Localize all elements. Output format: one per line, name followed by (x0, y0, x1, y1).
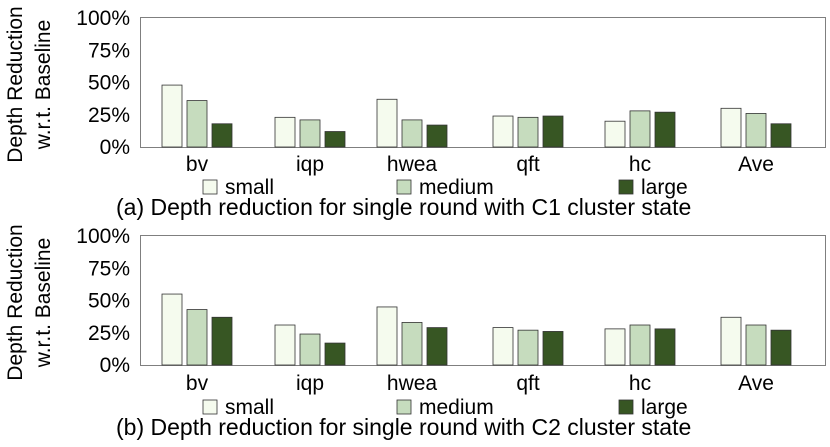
bar-small-hc (604, 328, 626, 366)
bar-large-hc (654, 328, 676, 366)
bar-medium-hwea (401, 322, 423, 366)
category-label: bv (186, 372, 209, 395)
bar-large-iqp (324, 131, 346, 148)
bar-small-iqp (274, 116, 296, 148)
bar-large-hwea (426, 124, 448, 148)
chart-a: 100% 75% 50% 25% 0% Depth Reduction w.r.t. Bas… (4, 6, 792, 220)
legend-swatch-small (202, 179, 218, 195)
bar-medium-iqp (299, 119, 321, 148)
plot-frame-a (140, 17, 826, 148)
bar-large-bv (211, 316, 233, 366)
bar-large-qft (542, 331, 564, 366)
legend-label-small: small (225, 396, 274, 419)
bar-small-Ave (720, 107, 742, 148)
legend-swatch-medium (396, 179, 412, 195)
bar-medium-hwea (401, 119, 423, 148)
legend-label-medium: medium (419, 396, 494, 419)
y-tick-label: 0% (100, 136, 130, 159)
bar-small-bv (161, 84, 183, 148)
y-axis-label-line1: Depth Reduction (4, 224, 27, 380)
y-axis-label-line1: Depth Reduction (4, 6, 27, 162)
legend-swatch-large (618, 399, 634, 415)
legend-swatch-medium (396, 399, 412, 415)
bar-medium-qft (517, 329, 539, 366)
y-tick-label: 100% (76, 7, 130, 30)
bar-medium-qft (517, 116, 539, 148)
bar-medium-hc (629, 324, 651, 366)
category-label: Ave (738, 153, 774, 176)
category-label: iqp (296, 372, 324, 395)
category-label: iqp (296, 153, 324, 176)
bar-large-qft (542, 115, 564, 148)
y-tick-label: 75% (88, 257, 130, 280)
category-label: hwea (387, 153, 438, 176)
bar-large-Ave (770, 123, 792, 148)
y-axis-label-line2: w.r.t. Baseline (32, 238, 55, 369)
y-tick-label: 50% (88, 72, 130, 95)
bar-medium-bv (186, 100, 208, 148)
bar-small-Ave (720, 316, 742, 366)
bar-medium-Ave (745, 113, 767, 148)
y-tick-label: 0% (100, 354, 130, 377)
chart-a-frame (140, 17, 826, 148)
legend-swatch-small (202, 399, 218, 415)
bar-small-hwea (376, 98, 398, 148)
bar-large-hwea (426, 327, 448, 366)
y-tick-label: 25% (88, 104, 130, 127)
bar-small-bv (161, 293, 183, 366)
bar-medium-Ave (745, 324, 767, 366)
bar-medium-iqp (299, 333, 321, 366)
bar-large-bv (211, 123, 233, 148)
chart-b-frame (140, 235, 826, 366)
bar-large-iqp (324, 342, 346, 366)
legend-swatch-large (618, 179, 634, 195)
y-tick-label: 25% (88, 322, 130, 345)
figure-caption: (b) Depth reduction for single round wit… (116, 414, 691, 440)
category-label: hc (629, 153, 651, 176)
y-tick-label: 100% (76, 225, 130, 248)
plot-frame-b (140, 235, 826, 366)
bar-large-hc (654, 111, 676, 148)
legend-label-medium: medium (419, 176, 494, 199)
bar-small-qft (492, 327, 514, 366)
chart-b: 100% 75% 50% 25% 0% Depth Reduction w.r.t. Bas… (4, 224, 792, 440)
bar-medium-hc (629, 110, 651, 148)
category-label: hc (629, 372, 651, 395)
bar-large-Ave (770, 329, 792, 366)
bar-small-qft (492, 115, 514, 148)
category-label: Ave (738, 372, 774, 395)
bar-small-hwea (376, 306, 398, 366)
legend-label-large: large (641, 176, 688, 199)
y-tick-label: 50% (88, 290, 130, 313)
bar-small-iqp (274, 324, 296, 366)
y-tick-label: 75% (88, 39, 130, 62)
bar-medium-bv (186, 309, 208, 366)
legend-label-small: small (225, 176, 274, 199)
bar-small-hc (604, 120, 626, 148)
figure-caption: (a) Depth reduction for single round wit… (116, 194, 691, 220)
category-label: qft (516, 153, 540, 176)
category-label: qft (516, 372, 540, 395)
category-label: bv (186, 153, 209, 176)
legend-label-large: large (641, 396, 688, 419)
category-label: hwea (387, 372, 438, 395)
y-axis-label-line2: w.r.t. Baseline (32, 20, 55, 151)
